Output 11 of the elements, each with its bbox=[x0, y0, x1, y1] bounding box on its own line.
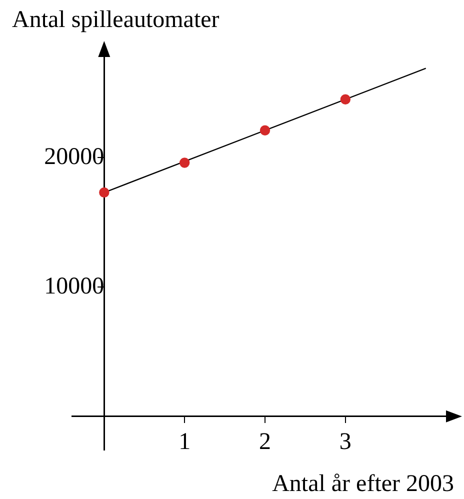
x-tick-label: 1 bbox=[178, 429, 191, 456]
point bbox=[179, 158, 190, 168]
point bbox=[99, 187, 110, 198]
x-tick-label: 3 bbox=[339, 429, 352, 456]
y-axis-title: Antal spilleautomater bbox=[12, 7, 220, 33]
x-axis-title: Antal år efter 2003 bbox=[272, 471, 454, 497]
point bbox=[260, 125, 270, 136]
x-tick-label: 2 bbox=[259, 429, 271, 456]
y-tick-label: 10000 bbox=[44, 273, 104, 300]
point bbox=[340, 94, 351, 104]
y-tick-label: 20000 bbox=[44, 144, 104, 170]
